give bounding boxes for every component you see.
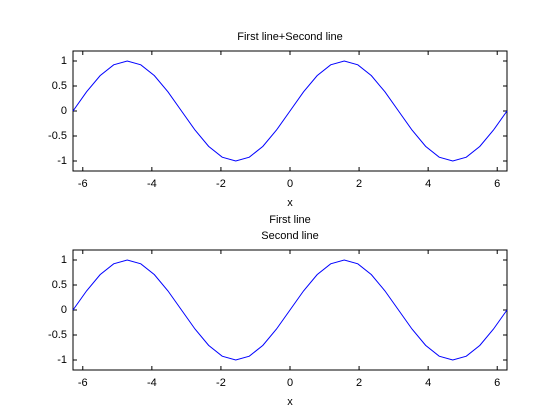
x-axis-label: x xyxy=(287,396,293,408)
y-tick-label: 1 xyxy=(61,254,67,266)
x-tick-label: 6 xyxy=(494,178,500,190)
chart-title: Second line xyxy=(261,230,319,242)
x-tick-label: 0 xyxy=(287,178,293,190)
chart-title: First line xyxy=(269,214,311,226)
x-tick-label: -6 xyxy=(78,178,88,190)
line xyxy=(72,259,508,361)
x-tick-label: -4 xyxy=(147,377,157,389)
x-tick-label: -2 xyxy=(216,178,226,190)
x-tick-label: 6 xyxy=(494,377,500,389)
x-tick-label: 4 xyxy=(425,377,431,389)
y-tick-label: 0.5 xyxy=(52,80,67,92)
x-tick-label: 2 xyxy=(356,377,362,389)
x-axis-label: x xyxy=(287,197,293,209)
x-tick-label: -6 xyxy=(78,377,88,389)
x-tick-label: 0 xyxy=(287,377,293,389)
x-tick-label: 2 xyxy=(356,178,362,190)
y-tick-label: -0.5 xyxy=(48,329,67,341)
x-tick-label: 4 xyxy=(425,178,431,190)
y-tick-label: 0 xyxy=(61,105,67,117)
line xyxy=(72,60,508,162)
x-tick-label: -2 xyxy=(216,377,226,389)
y-tick-label: 0 xyxy=(61,304,67,316)
y-tick-label: -1 xyxy=(57,155,67,167)
y-tick-label: 1 xyxy=(61,55,67,67)
chart-title: First line+Second line xyxy=(237,31,342,43)
y-tick-label: -0.5 xyxy=(48,130,67,142)
y-tick-label: -1 xyxy=(57,354,67,366)
x-tick-label: -4 xyxy=(147,178,157,190)
y-tick-label: 0.5 xyxy=(52,279,67,291)
